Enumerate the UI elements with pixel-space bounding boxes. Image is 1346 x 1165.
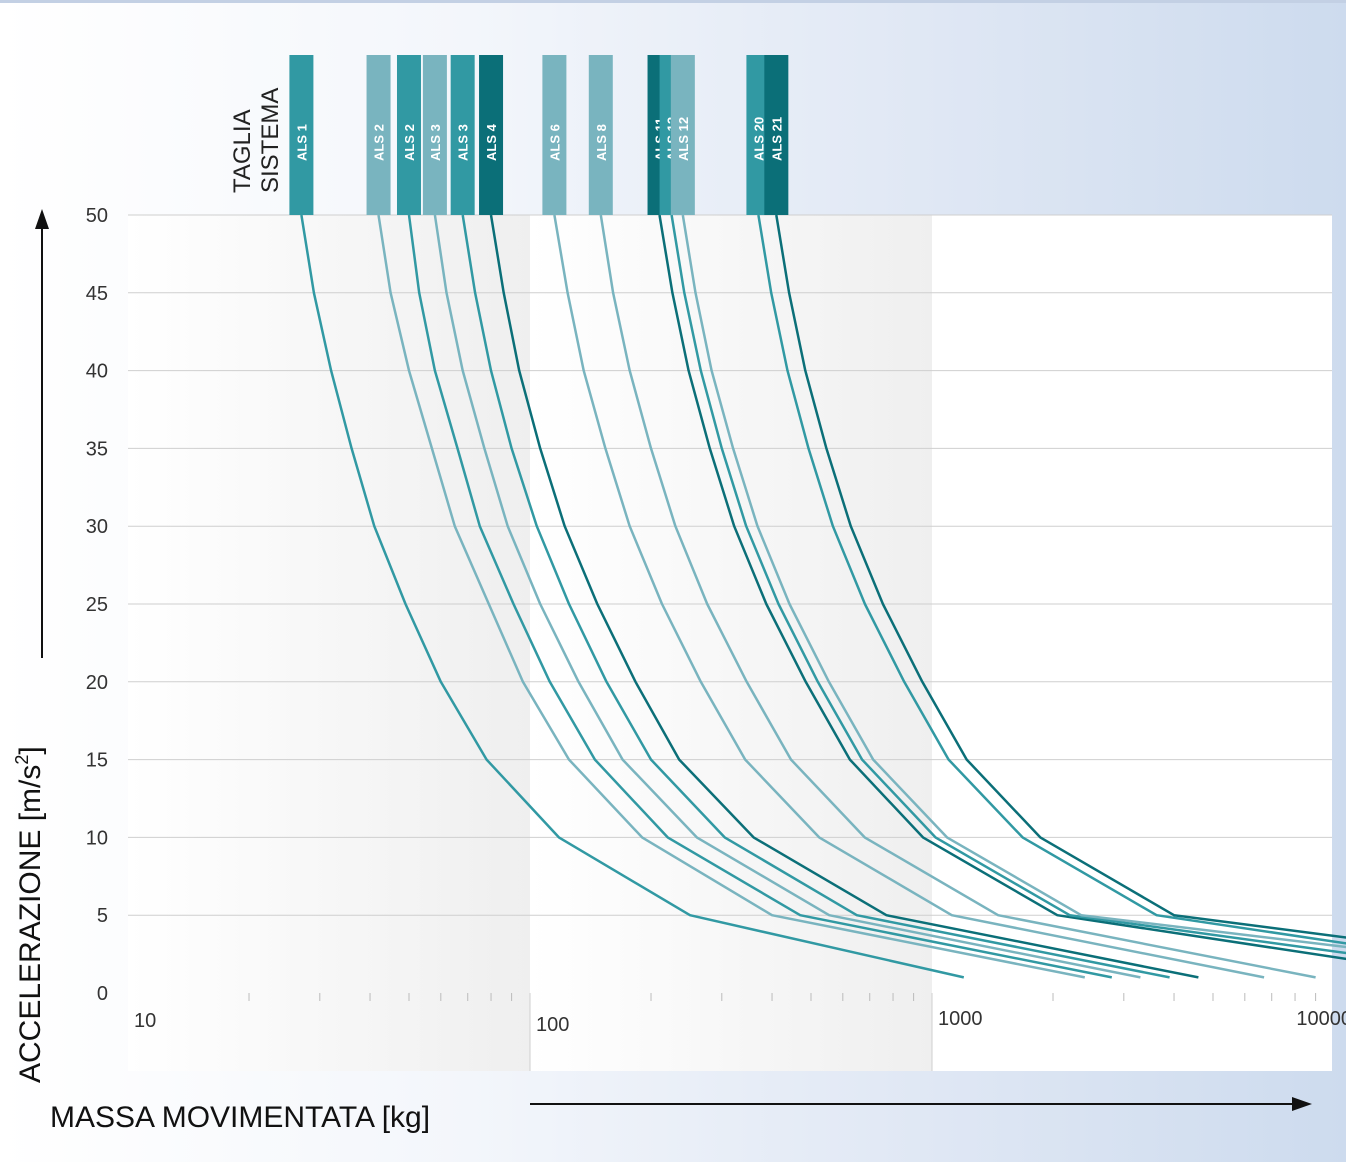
y-axis-arrow-head <box>35 209 49 229</box>
decade-band-1 <box>128 215 530 1071</box>
x-axis-arrow-head <box>1292 1097 1312 1111</box>
y-tick-45: 45 <box>86 283 108 305</box>
size-bar-label-0: ALS 1 <box>294 124 309 161</box>
size-bar-label-6: ALS 6 <box>547 124 562 161</box>
y-tick-labels: 0 5 10 15 20 25 30 35 40 45 50 <box>86 205 108 1005</box>
size-bar-12: ALS 21 <box>764 55 788 215</box>
size-bar-label-5: ALS 4 <box>484 123 499 161</box>
size-bar-4: ALS 3 <box>451 55 475 215</box>
size-bar-5: ALS 4 <box>479 55 503 215</box>
size-bar-10: ALS 12 <box>671 55 695 215</box>
chart-svg: 0 5 10 15 20 25 30 35 40 45 50 10 100 1000 10000 ALS … <box>0 3 1346 1165</box>
size-bar-0: ALS 1 <box>289 55 313 215</box>
x-tick-10000: 10000 <box>1296 1008 1346 1030</box>
size-header-line2: SISTEMA <box>257 88 284 193</box>
size-bar-label-3: ALS 3 <box>428 124 443 161</box>
size-bar-2: ALS 2 <box>397 55 421 215</box>
y-tick-20: 20 <box>86 672 108 694</box>
size-header-label: TAGLIA SISTEMA <box>229 88 284 193</box>
x-tick-1000: 1000 <box>938 1008 983 1030</box>
x-tick-100: 100 <box>536 1014 569 1036</box>
size-bar-label-2: ALS 2 <box>402 124 417 161</box>
size-header-line1: TAGLIA <box>229 109 256 193</box>
y-tick-40: 40 <box>86 361 108 383</box>
decade-band-2 <box>530 215 932 1071</box>
size-bar-3: ALS 3 <box>423 55 447 215</box>
size-bar-1: ALS 2 <box>367 55 391 215</box>
y-tick-15: 15 <box>86 750 108 772</box>
size-bar-label-12: ALS 21 <box>769 117 784 161</box>
y-tick-35: 35 <box>86 438 108 460</box>
size-bar-label-7: ALS 8 <box>594 124 609 161</box>
y-tick-25: 25 <box>86 594 108 616</box>
x-tick-10: 10 <box>134 1010 156 1032</box>
y-tick-30: 30 <box>86 516 108 538</box>
x-axis-title: MASSA MOVIMENTATA [kg] <box>50 1101 430 1134</box>
y-tick-5: 5 <box>97 905 108 927</box>
y-tick-10: 10 <box>86 827 108 849</box>
size-bar-label-1: ALS 2 <box>372 124 387 161</box>
size-bar-label-4: ALS 3 <box>456 124 471 161</box>
size-bar-label-11: ALS 20 <box>751 117 766 161</box>
size-bars: ALS 1 ALS 2 ALS 2 ALS 3 ALS 3 ALS 4 ALS 6 ALS 8… <box>289 55 788 215</box>
y-tick-50: 50 <box>86 205 108 227</box>
size-bar-7: ALS 8 <box>589 55 613 215</box>
y-axis-title: ACCELERAZIONE [m/s2] <box>12 746 47 1083</box>
y-tick-0: 0 <box>97 983 108 1005</box>
size-bar-label-10: ALS 12 <box>676 117 691 161</box>
size-bar-6: ALS 6 <box>542 55 566 215</box>
